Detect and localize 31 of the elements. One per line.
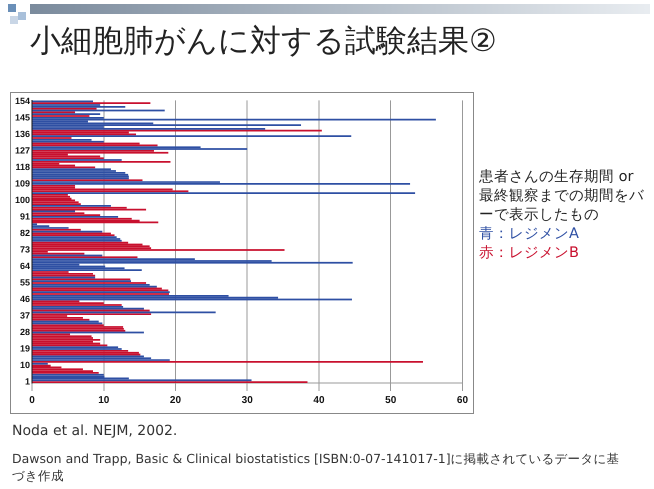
y-tick-label: 109 (14, 178, 30, 188)
y-tick-label: 46 (20, 294, 30, 304)
text: 患者さんの生存期間 or 最終観察までの期間をバーで表示したもの (479, 168, 645, 225)
x-tick-label: 40 (313, 394, 325, 406)
y-tick-label: 1 (25, 376, 30, 387)
y-tick-label: 91 (20, 211, 30, 222)
x-tick-label: 50 (385, 394, 397, 406)
y-tick-label: 136 (14, 128, 30, 139)
text: 青：レジメンA (479, 225, 580, 244)
y-tick-label: 118 (15, 162, 30, 172)
chart-title: 小細胞肺がんに対する試験結果② (30, 22, 497, 61)
y-tick-label: 28 (20, 327, 30, 338)
y-tick-label: 127 (14, 145, 30, 156)
y-tick-label: 10 (20, 360, 30, 370)
x-tick-label: 30 (242, 394, 254, 406)
y-tick-label: 154 (14, 96, 30, 106)
x-tick-label: 60 (456, 394, 468, 406)
text: 赤：レジメンB (479, 244, 580, 263)
y-tick-label: 55 (20, 277, 30, 288)
x-tick-label: 0 (29, 394, 36, 406)
text: Noda et al. NEJM, 2002. (12, 423, 178, 439)
text: Dawson and Trapp, Basic & Clinical biostatistics [ISBN:0-07-141017-1]に掲載されているデータに基づき作成 (12, 450, 621, 484)
y-tick-label: 73 (20, 244, 30, 254)
y-tick-label: 100 (14, 194, 30, 205)
x-tick-label: 20 (170, 394, 182, 406)
x-tick-label: 10 (98, 394, 110, 406)
y-tick-label: 64 (20, 260, 30, 271)
y-tick-label: 82 (20, 228, 30, 238)
y-tick-label: 37 (20, 310, 30, 321)
y-tick-label: 145 (14, 112, 30, 122)
y-tick-label: 19 (20, 344, 30, 354)
